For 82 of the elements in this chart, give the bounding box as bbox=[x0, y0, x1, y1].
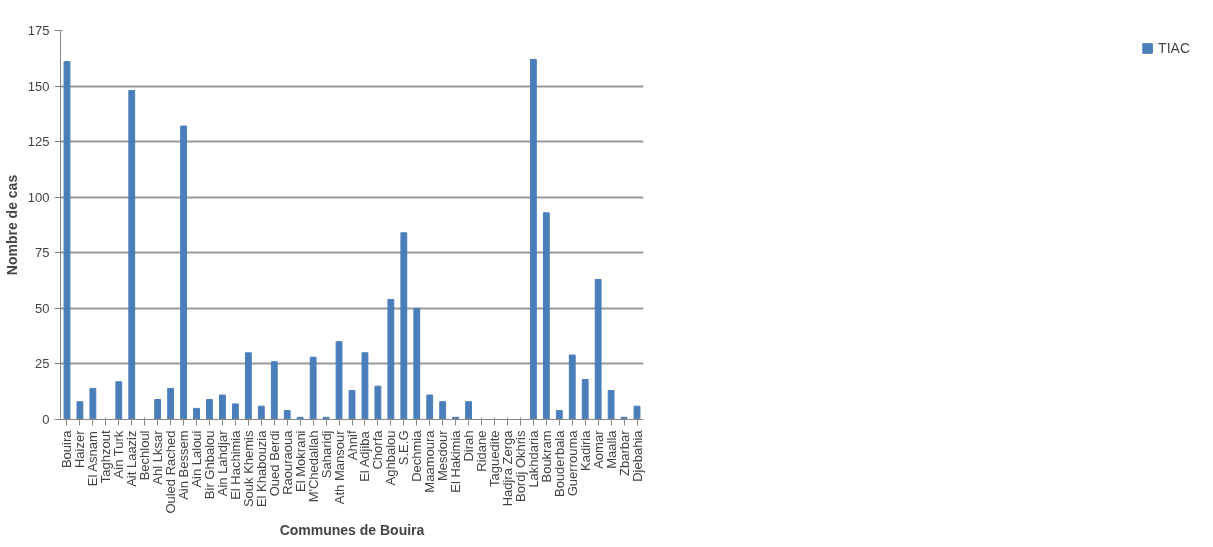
x-tick-label: Bechloul bbox=[137, 430, 153, 481]
bar bbox=[180, 125, 187, 420]
bar bbox=[465, 401, 473, 420]
bar bbox=[413, 307, 421, 420]
x-tick-label: Ait Laaziz bbox=[124, 430, 140, 487]
x-tick-label: Oued Berdi bbox=[266, 430, 282, 497]
x-tick-label: Taguedite bbox=[487, 430, 503, 487]
x-tick-label: S.E.G bbox=[396, 430, 412, 466]
x-tick-label: Bouderbala bbox=[551, 429, 567, 497]
x-tick-label: Mesdour bbox=[435, 429, 451, 482]
y-tick-label: 0 bbox=[42, 412, 50, 427]
x-tick-label: Taghzout bbox=[98, 430, 114, 484]
x-tick-label: Zbarbar bbox=[616, 429, 632, 477]
x-tick-label: Ouled Rached bbox=[163, 430, 179, 514]
y-tick-label: 50 bbox=[35, 300, 50, 316]
bar bbox=[387, 298, 395, 420]
x-tick-label: Guerrouma bbox=[564, 429, 580, 497]
bar bbox=[309, 356, 317, 420]
bar bbox=[374, 385, 382, 420]
bar bbox=[361, 352, 369, 420]
bar bbox=[607, 390, 615, 420]
x-tick-label: Haizer bbox=[72, 429, 88, 469]
bar bbox=[167, 387, 175, 420]
x-tick-label: El Hakimia bbox=[448, 429, 464, 493]
y-tick-label: 125 bbox=[27, 134, 50, 150]
bar bbox=[348, 390, 356, 420]
bar bbox=[581, 378, 589, 420]
bar bbox=[283, 410, 291, 420]
x-tick-label: Djebahia bbox=[629, 429, 645, 482]
bar bbox=[335, 341, 343, 420]
y-tick-label: 25 bbox=[35, 356, 50, 372]
x-tick-label: Ain Lahdjar bbox=[214, 429, 230, 497]
x-tick-label: Boukram bbox=[538, 430, 554, 483]
bar bbox=[128, 90, 136, 420]
bar bbox=[63, 61, 71, 420]
x-tick-label: Aomar bbox=[590, 429, 606, 469]
bar bbox=[193, 407, 200, 420]
y-tick-label: 75 bbox=[35, 245, 50, 261]
bar bbox=[568, 354, 576, 420]
legend-label: TIAC bbox=[1158, 40, 1190, 56]
bar bbox=[542, 212, 550, 420]
x-axis-title: Communes de Bouira bbox=[279, 521, 425, 538]
x-tick-label: Souk Khemis bbox=[240, 430, 256, 508]
bar bbox=[270, 361, 278, 420]
y-tick-label: 150 bbox=[27, 78, 50, 94]
y-axis-title: Nombre de cas bbox=[3, 174, 20, 276]
bar bbox=[529, 58, 537, 420]
bar bbox=[76, 401, 84, 420]
x-tick-label: El Adjiba bbox=[357, 430, 373, 482]
x-tick-label: Dirah bbox=[461, 430, 477, 462]
bar bbox=[206, 398, 213, 420]
y-tick-label: 175 bbox=[27, 23, 50, 38]
x-tick-label: Bouira bbox=[59, 429, 75, 469]
x-tick-label: Ahnif bbox=[344, 430, 360, 461]
x-tick-label: El Mokrani bbox=[292, 430, 308, 492]
x-tick-label: Ain Bessem bbox=[176, 430, 192, 500]
bar bbox=[400, 232, 408, 420]
bar bbox=[219, 394, 226, 420]
x-tick-label: Ahl Lksar bbox=[150, 429, 166, 485]
bar bbox=[244, 352, 252, 420]
bar bbox=[633, 405, 641, 420]
bar bbox=[594, 278, 602, 420]
bar bbox=[439, 401, 447, 420]
bar bbox=[89, 387, 97, 420]
x-tick-label: El Asnam bbox=[85, 431, 101, 487]
bar bbox=[154, 398, 162, 420]
bar bbox=[115, 381, 123, 420]
x-tick-label: Dechmia bbox=[409, 429, 425, 482]
x-tick-label: Ridane bbox=[474, 430, 490, 472]
x-tick-label: M'Chedallah bbox=[305, 430, 321, 503]
bar bbox=[257, 405, 265, 420]
bar bbox=[555, 410, 563, 420]
x-tick-label: Maalla bbox=[603, 429, 619, 469]
x-tick-label: Maamoura bbox=[422, 429, 438, 493]
bar bbox=[426, 394, 434, 420]
x-tick-label: Aghbalou bbox=[383, 430, 399, 486]
x-tick-label: Kadiria bbox=[577, 429, 593, 471]
x-tick-label: El Khabouzia bbox=[253, 429, 269, 508]
x-tick-label: Saharidj bbox=[318, 430, 334, 479]
bar bbox=[231, 403, 239, 420]
x-tick-label: Raouraoua bbox=[279, 429, 295, 495]
y-tick-label: 100 bbox=[27, 189, 50, 205]
